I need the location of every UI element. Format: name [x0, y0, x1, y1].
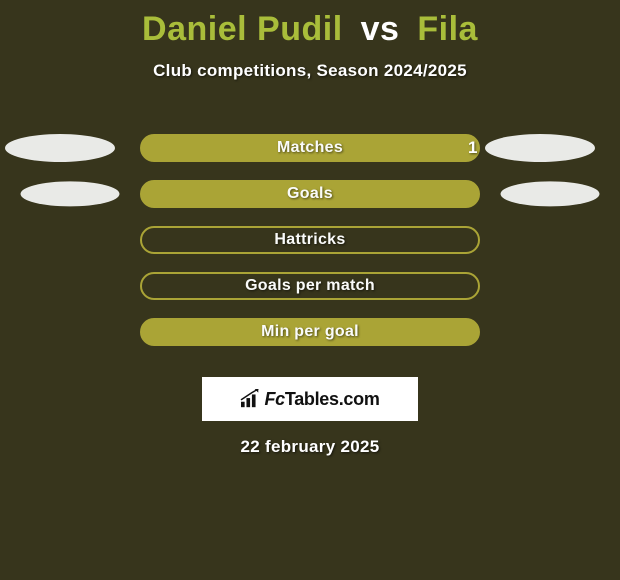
- right-bubble: [485, 134, 595, 162]
- logo-box: FcTables.com: [202, 377, 418, 421]
- stat-label: Matches: [277, 139, 343, 157]
- subtitle: Club competitions, Season 2024/2025: [0, 61, 620, 81]
- logo-text: FcTables.com: [264, 389, 379, 410]
- stat-row: Matches 1: [0, 125, 620, 171]
- left-bubble: [5, 134, 115, 162]
- logo-text-fc: Fc: [264, 389, 284, 409]
- stat-pill: Min per goal: [140, 318, 480, 346]
- stat-rows: Matches 1 Goals Hattricks Goals per match Min…: [0, 125, 620, 355]
- stat-value-right: 1: [468, 138, 477, 158]
- logo-text-rest: Tables.com: [285, 389, 380, 409]
- stat-label: Goals per match: [245, 277, 375, 295]
- left-bubble: [21, 181, 120, 206]
- player-a-name: Daniel Pudil: [142, 10, 343, 48]
- vs-text: vs: [361, 10, 400, 48]
- logo: FcTables.com: [240, 389, 379, 410]
- page-title: Daniel Pudil vs Fila: [0, 0, 620, 49]
- stat-pill: Goals per match: [140, 272, 480, 300]
- stat-row: Min per goal: [0, 309, 620, 355]
- date-text: 22 february 2025: [0, 437, 620, 457]
- stat-pill: Goals: [140, 180, 480, 208]
- player-b-name: Fila: [417, 10, 478, 48]
- stat-label: Goals: [287, 185, 333, 203]
- stat-pill: Matches 1: [140, 134, 480, 162]
- right-bubble: [501, 181, 600, 206]
- stat-pill: Hattricks: [140, 226, 480, 254]
- stat-row: Hattricks: [0, 217, 620, 263]
- stat-label: Hattricks: [274, 231, 345, 249]
- stat-row: Goals per match: [0, 263, 620, 309]
- bar-chart-icon: [240, 389, 262, 409]
- stat-row: Goals: [0, 171, 620, 217]
- stat-label: Min per goal: [261, 323, 359, 341]
